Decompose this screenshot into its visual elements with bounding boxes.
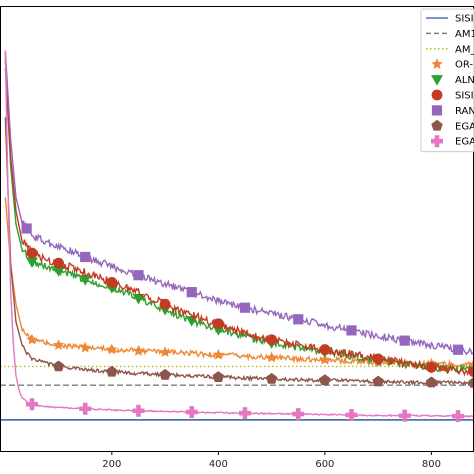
- series-line: [4, 59, 474, 374]
- legend-entry: AM_: [426, 44, 474, 55]
- data-point: [398, 409, 411, 422]
- data-point: [425, 361, 437, 373]
- legend-entry: AM1: [426, 29, 474, 40]
- data-point: [319, 353, 331, 365]
- data-point: [265, 351, 278, 363]
- series-line: [4, 50, 474, 356]
- series-line: [4, 68, 474, 377]
- data-point: [80, 251, 91, 263]
- data-point: [265, 372, 278, 384]
- series-ega-7: [4, 117, 474, 388]
- x-tick-label: 400: [209, 459, 228, 470]
- data-point: [319, 344, 331, 355]
- data-point: [21, 223, 32, 234]
- data-point: [452, 344, 464, 355]
- legend-entry: EGA: [431, 135, 474, 148]
- legend-label: ALN: [455, 75, 474, 86]
- data-point: [452, 410, 465, 423]
- x-tick-label: 800: [422, 459, 441, 470]
- legend-entry: EGA: [431, 119, 474, 132]
- legend: SISI AM1 AM_ OR- ALN SISI RAN EGA EGA: [420, 8, 474, 153]
- data-point: [185, 406, 198, 419]
- data-point: [79, 275, 92, 286]
- legend-swatch: [431, 119, 443, 131]
- legend-label: AM_: [455, 44, 474, 55]
- x-tick-label: 200: [102, 459, 121, 470]
- data-point: [79, 341, 91, 353]
- data-point: [238, 407, 251, 420]
- legend-swatch: [431, 58, 443, 70]
- data-point: [292, 408, 305, 421]
- data-point: [399, 335, 410, 346]
- data-point: [106, 276, 118, 288]
- legend-label: AM1: [455, 29, 474, 40]
- legend-label: SISI: [455, 14, 474, 25]
- series-aln-4: [4, 59, 474, 377]
- data-point: [25, 257, 38, 268]
- series-ega-8: [4, 50, 474, 423]
- data-point: [106, 343, 118, 355]
- data-point: [133, 270, 144, 281]
- legend-swatch: [431, 105, 443, 116]
- data-point: [26, 247, 38, 259]
- data-point: [132, 344, 145, 356]
- data-point: [468, 376, 474, 388]
- data-point: [159, 346, 171, 358]
- legend-box: [420, 8, 474, 153]
- data-point: [212, 318, 224, 330]
- legend-label: EGA: [455, 121, 474, 132]
- data-point: [52, 339, 65, 350]
- data-point: [186, 287, 197, 298]
- plot-area: [0, 50, 474, 423]
- legend-label: OR-: [455, 60, 473, 71]
- legend-label: RAN: [455, 106, 474, 117]
- data-point: [26, 333, 38, 345]
- data-point: [345, 408, 358, 421]
- data-point: [159, 298, 171, 310]
- data-point: [79, 402, 92, 415]
- data-point: [52, 266, 65, 277]
- data-point: [212, 371, 225, 382]
- legend-entry: OR-: [431, 58, 473, 71]
- axes: 200 400 600 800: [0, 6, 474, 470]
- legend-entry: SISI: [431, 89, 474, 102]
- data-point: [132, 293, 145, 305]
- series-line: [4, 117, 474, 387]
- x-tick-label: 600: [315, 459, 334, 470]
- legend-label: EGA: [455, 137, 474, 148]
- data-point: [372, 375, 384, 387]
- data-point: [346, 325, 357, 336]
- legend-entry: RAN: [431, 105, 474, 117]
- legend-entry: ALN: [431, 75, 474, 86]
- data-point: [53, 257, 64, 269]
- legend-swatch: [431, 89, 443, 101]
- legend-swatch: [431, 135, 443, 148]
- data-point: [106, 365, 118, 377]
- data-point: [132, 404, 145, 417]
- legend-label: SISI: [455, 91, 474, 102]
- data-point: [25, 398, 38, 411]
- data-point: [266, 334, 278, 346]
- data-point: [159, 368, 171, 380]
- data-point: [52, 360, 65, 372]
- series-ran-6: [4, 50, 474, 356]
- legend-entry: SISI: [426, 14, 474, 25]
- data-point: [319, 374, 331, 386]
- legend-swatch: [431, 75, 443, 86]
- data-point: [425, 376, 438, 388]
- data-point: [293, 314, 304, 325]
- data-point: [239, 302, 251, 313]
- data-point: [372, 353, 384, 365]
- series-sisi-5: [4, 68, 474, 378]
- data-point: [468, 366, 474, 378]
- data-point: [212, 348, 225, 360]
